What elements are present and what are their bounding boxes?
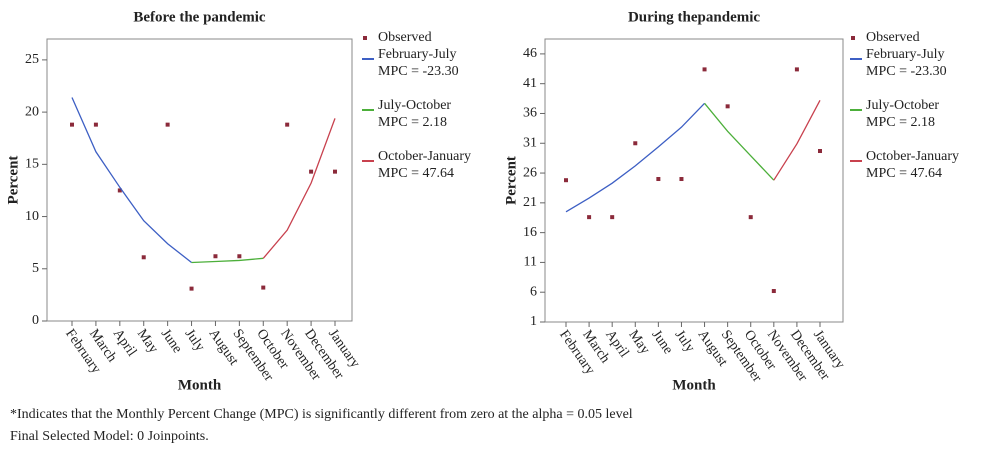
fit-line xyxy=(704,102,775,181)
legend-mpc: MPC = 2.18 xyxy=(378,115,447,130)
observed-point xyxy=(70,122,74,127)
y-tick-label: 36 xyxy=(523,106,537,121)
y-tick-label: 6 xyxy=(530,284,537,299)
x-tick-label: July xyxy=(672,328,698,356)
y-tick-label: 1 xyxy=(530,314,537,329)
observed-point xyxy=(189,286,194,291)
legend-label: July-October xyxy=(378,98,451,113)
observed-point xyxy=(117,188,122,193)
observed-point xyxy=(213,254,218,259)
x-tick-label: May xyxy=(134,327,161,357)
observed-point xyxy=(656,177,661,182)
x-tick-label: June xyxy=(158,327,185,357)
y-tick-label: 41 xyxy=(523,76,537,91)
observed-point xyxy=(771,289,776,294)
legend-marker xyxy=(363,36,367,40)
x-tick-label: July xyxy=(182,327,208,355)
x-axis-label: Month xyxy=(178,377,222,393)
legend-label: Observed xyxy=(866,30,920,45)
legend-mpc: MPC = -23.30 xyxy=(378,64,459,79)
observed-point xyxy=(610,215,615,220)
legend-label: Observed xyxy=(378,30,432,45)
observed-point xyxy=(702,67,707,72)
legend-label: July-October xyxy=(866,98,939,113)
y-tick-label: 20 xyxy=(25,104,39,119)
observed-point xyxy=(725,104,730,109)
observed-point xyxy=(564,178,568,183)
legend-marker xyxy=(851,36,855,40)
x-axis-label: Month xyxy=(672,377,716,393)
observed-point xyxy=(818,149,822,154)
observed-point xyxy=(93,122,98,127)
y-tick-label: 11 xyxy=(524,255,537,270)
y-tick-label: 0 xyxy=(32,313,39,328)
plot-area xyxy=(544,38,844,323)
fit-line xyxy=(565,102,706,213)
y-tick-label: 21 xyxy=(523,195,537,210)
observed-point xyxy=(794,67,799,72)
observed-point xyxy=(633,141,638,146)
y-tick-label: 10 xyxy=(25,209,39,224)
chart-title: Before the pandemic xyxy=(133,9,266,25)
y-tick-label: 25 xyxy=(25,52,39,67)
legend-mpc: MPC = 47.64 xyxy=(866,166,942,181)
observed-point xyxy=(237,254,242,259)
observed-point xyxy=(261,285,266,290)
legend-mpc: MPC = 2.18 xyxy=(866,115,935,130)
observed-point xyxy=(333,169,337,174)
observed-point xyxy=(309,169,314,174)
observed-point xyxy=(141,255,146,260)
y-tick-label: 46 xyxy=(523,46,537,61)
fit-line xyxy=(262,118,336,259)
legend-label: February-July xyxy=(866,47,945,62)
plot-area xyxy=(46,38,353,322)
footnote: Final Selected Model: 0 Joinpoints. xyxy=(10,429,209,444)
fit-line xyxy=(71,97,192,264)
legend-label: October-January xyxy=(378,149,471,164)
y-tick-label: 26 xyxy=(523,165,537,180)
fit-line xyxy=(773,100,821,181)
fit-line xyxy=(191,257,264,264)
y-tick-label: 16 xyxy=(523,225,537,240)
observed-point xyxy=(285,122,290,127)
legend-mpc: MPC = -23.30 xyxy=(866,64,947,79)
observed-point xyxy=(165,122,170,127)
legend-label: October-January xyxy=(866,149,959,164)
y-tick-label: 5 xyxy=(32,261,39,276)
observed-point xyxy=(587,215,592,220)
observed-point xyxy=(748,215,753,220)
chart-title: During thepandemic xyxy=(628,9,760,25)
y-axis-label: Percent xyxy=(503,156,519,205)
legend-mpc: MPC = 47.64 xyxy=(378,166,454,181)
observed-point xyxy=(679,177,684,182)
y-tick-label: 31 xyxy=(523,135,537,150)
legend-label: February-July xyxy=(378,47,457,62)
x-tick-label: June xyxy=(648,328,675,358)
footnote: *Indicates that the Monthly Percent Chan… xyxy=(10,407,633,422)
y-axis-label: Percent xyxy=(5,156,21,205)
y-tick-label: 15 xyxy=(25,157,39,172)
